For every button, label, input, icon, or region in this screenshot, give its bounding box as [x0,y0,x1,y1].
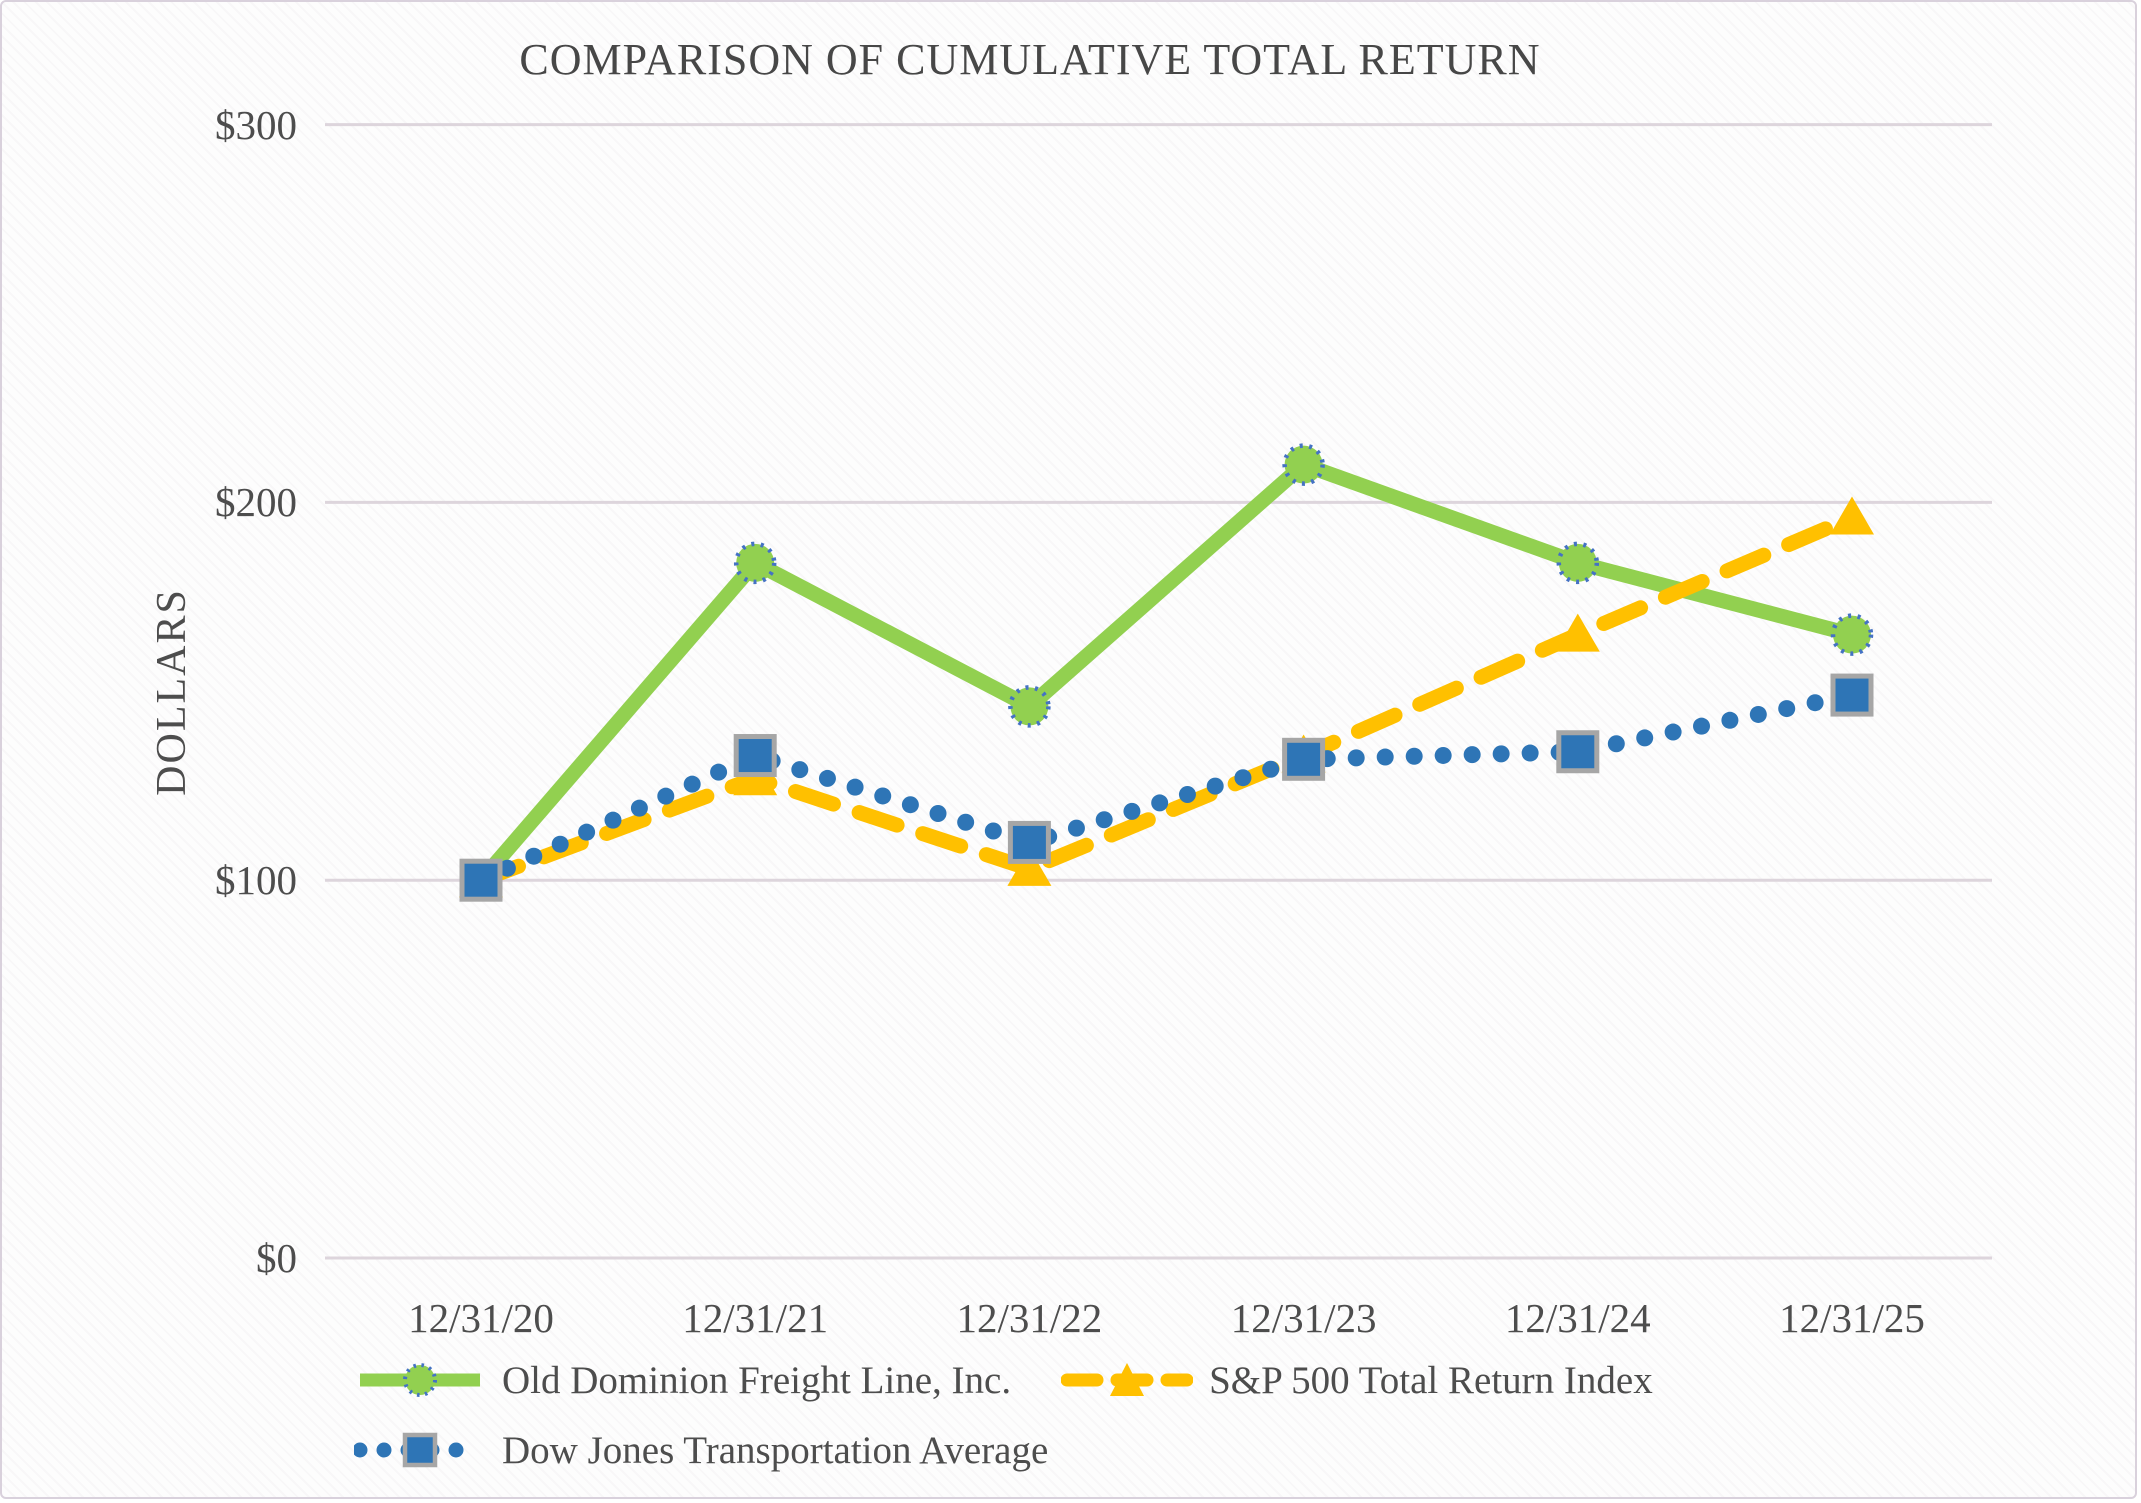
chart-title: COMPARISON OF CUMULATIVE TOTAL RETURN [519,35,1541,84]
legend-marker-circle [403,1363,437,1397]
data-point-circle [1008,685,1051,728]
y-tick-label: $100 [215,857,297,904]
data-point-circle [1556,541,1600,585]
series-line [473,510,1860,888]
y-tick-label: $0 [256,1235,297,1281]
data-point-square [733,734,777,778]
legend-item: Dow Jones Transportation Average [354,1428,1048,1472]
data-point-square [1830,673,1874,717]
series-line [472,686,1861,889]
legend-marker-triangle [1110,1363,1145,1396]
data-point-triangle [1555,613,1600,652]
x-tick-label: 12/31/20 [408,1295,554,1341]
legend-label: Old Dominion Freight Line, Inc. [502,1358,1012,1402]
legend-label: S&P 500 Total Return Index [1209,1358,1653,1402]
legend-label: Dow Jones Transportation Average [502,1428,1049,1472]
legend-key-circle [360,1363,480,1397]
data-point-square [1007,820,1051,864]
legend-key-square [354,1432,486,1468]
x-tick-label: 12/31/23 [1230,1295,1377,1341]
legend: Old Dominion Freight Line, Inc. S&P 500 T… [354,1358,2084,1472]
data-point-triangle [1007,847,1052,886]
x-tick-label: 12/31/25 [1779,1295,1925,1341]
legend-item: S&P 500 Total Return Index [1061,1358,1653,1402]
data-point-square [1282,737,1326,781]
data-point-circle [1282,443,1325,486]
legend-key-triangle [1061,1363,1194,1396]
data-point-triangle [1830,496,1874,535]
legend-marker-square [402,1432,438,1468]
x-tick-label: 12/31/22 [956,1295,1103,1341]
y-tick-label: $300 [215,101,297,148]
legend-item: Old Dominion Freight Line, Inc. [354,1358,1011,1402]
data-point-circle [1830,613,1874,656]
series-line [475,457,1854,886]
x-tick-label: 12/31/24 [1504,1295,1651,1341]
data-point-square [1556,730,1600,774]
data-point-square [459,858,503,902]
data-point-circle [733,541,777,585]
y-tick-label: $200 [215,479,297,526]
x-tick-label: 12/31/21 [682,1295,829,1341]
